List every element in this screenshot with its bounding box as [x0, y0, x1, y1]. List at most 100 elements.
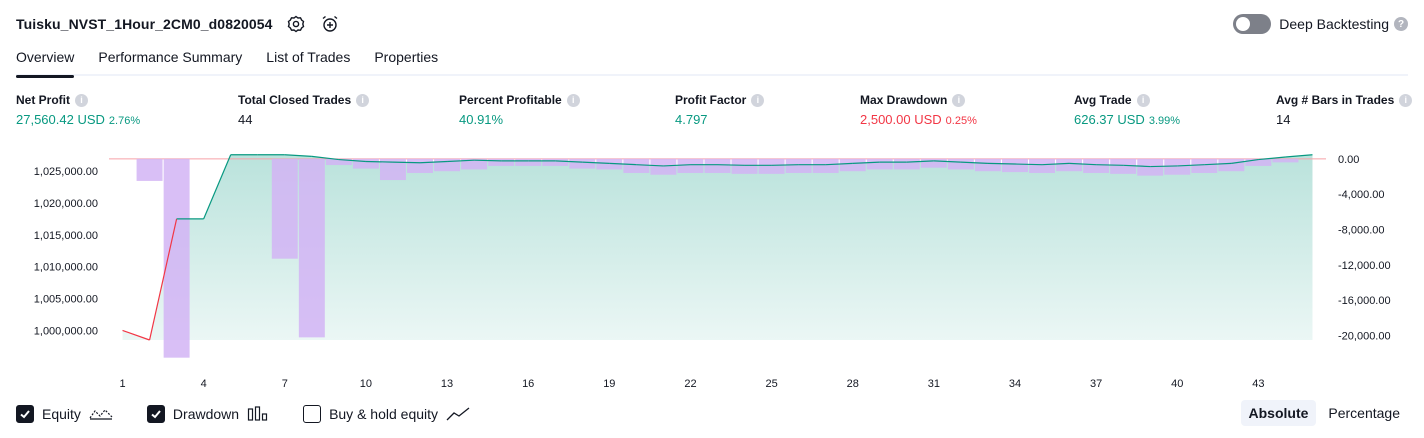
metrics-row: Net Profit i 27,560.42 USD 2.76% Total Clo… — [0, 93, 1424, 133]
drawdown-bar — [1056, 158, 1083, 172]
equity-line-segment — [1042, 162, 1070, 166]
equity-line-segment — [148, 218, 178, 341]
tab-list-of-trades[interactable]: List of Trades — [266, 49, 351, 65]
drawdown-checkbox[interactable] — [146, 405, 165, 423]
drawdown-bar — [515, 158, 542, 166]
percentage-button[interactable]: Percentage — [1328, 405, 1400, 421]
x-tick-label: 37 — [1090, 378, 1102, 390]
equity-line-segment — [1177, 164, 1205, 167]
drawdown-bar — [325, 158, 352, 166]
info-icon[interactable]: i — [1399, 93, 1413, 107]
equity-line-segment — [771, 164, 799, 166]
equity-line-segment — [1014, 163, 1043, 166]
x-tick-label: 10 — [360, 378, 372, 390]
metric-net-profit: Net Profit i 27,560.42 USD 2.76% — [16, 93, 140, 127]
drawdown-bar — [1245, 158, 1272, 166]
metric-value: 626.37 USD — [1074, 112, 1145, 127]
tab-overview[interactable]: Overview — [16, 44, 75, 78]
deep-backtesting-toggle[interactable] — [1233, 14, 1272, 34]
metric-value: 44 — [238, 112, 253, 127]
absolute-button[interactable]: Absolute — [1240, 400, 1317, 426]
drawdown-bar — [1272, 158, 1299, 163]
x-tick-label: 7 — [282, 378, 288, 390]
metric-percent: 3.99% — [1148, 115, 1181, 127]
equity-line-segment — [474, 159, 502, 162]
deep-backtesting-label: Deep Backtesting — [1279, 16, 1389, 32]
drawdown-bar — [893, 158, 920, 170]
deep-backtesting: Deep Backtesting ? — [1233, 12, 1408, 36]
metric-value: 40.91% — [459, 112, 504, 127]
legend-drawdown[interactable]: Drawdown — [146, 405, 269, 423]
equity-line-segment — [1150, 165, 1178, 168]
drawdown-bar — [352, 158, 379, 169]
equity-checkbox[interactable] — [16, 405, 34, 423]
drawdown-bar — [271, 158, 298, 259]
drawdown-bar — [569, 158, 596, 169]
metric-percent-profitable: Percent Profitable i 40.91% — [459, 93, 580, 127]
y-left-tick-label: 1,010,000.00 — [34, 262, 98, 274]
metric-label: Max Drawdown — [860, 93, 948, 107]
equity-line-segment — [1123, 164, 1151, 168]
equity-line — [122, 154, 1313, 341]
drawdown-bar — [1137, 158, 1164, 176]
metric-value: 14 — [1276, 112, 1291, 127]
drawdown-bar — [704, 158, 731, 173]
equity-line-segment — [284, 154, 312, 157]
equity-line-segment — [203, 154, 232, 220]
equity-drawdown-chart[interactable]: 1,025,000.00 1,020,000.00 1,015,000.00 1,01… — [0, 140, 1424, 395]
drawdown-bar — [136, 158, 163, 181]
drawdown-bar — [920, 158, 947, 168]
alarm-plus-icon[interactable] — [319, 13, 341, 35]
tab-properties[interactable]: Properties — [374, 49, 439, 65]
x-tick-label: 34 — [1009, 378, 1021, 390]
drawdown-bar — [1002, 158, 1028, 173]
equity-line-segment — [717, 164, 745, 166]
x-tick-label: 1 — [119, 378, 125, 390]
equity-line-icon — [89, 406, 113, 422]
info-icon[interactable]: i — [356, 93, 370, 107]
equity-line-segment — [311, 155, 339, 161]
report-tabs: Overview Performance Summary List of Tra… — [16, 44, 1408, 78]
equity-line-segment — [392, 161, 421, 164]
gear-icon[interactable] — [285, 13, 307, 35]
equity-line-segment — [636, 164, 664, 167]
drawdown-bar — [677, 158, 704, 173]
metric-label: Net Profit — [16, 93, 70, 107]
y-left-tick-label: 1,000,000.00 — [34, 325, 98, 337]
metric-label: Percent Profitable — [459, 93, 562, 107]
equity-line-segment — [1258, 156, 1286, 161]
drawdown-bar — [298, 158, 325, 338]
drawdown-bar — [1164, 158, 1191, 175]
drawdown-bar — [542, 158, 569, 166]
legend-buy-hold-equity[interactable]: Buy & hold equity — [303, 405, 470, 423]
info-icon[interactable]: i — [751, 93, 765, 107]
drawdown-bar — [1083, 158, 1110, 173]
drawdown-bar — [1218, 158, 1245, 172]
help-icon[interactable]: ? — [1394, 17, 1408, 31]
drawdown-bar — [596, 158, 623, 170]
y-axis-right: 0.00 -4,000.00 -8,000.00 -12,000.00 -16,000.… — [1338, 154, 1391, 343]
equity-line-segment — [906, 160, 934, 163]
drawdown-bar — [758, 158, 785, 174]
equity-line-segment — [1231, 158, 1259, 164]
x-tick-label: 25 — [765, 378, 777, 390]
info-icon[interactable]: i — [952, 93, 966, 107]
y-right-tick-label: -8,000.00 — [1338, 225, 1384, 237]
info-icon[interactable]: i — [75, 93, 88, 107]
y-axis-left: 1,025,000.00 1,020,000.00 1,015,000.00 1,01… — [34, 166, 98, 337]
metric-label: Avg Trade — [1074, 93, 1132, 107]
drawdown-bar — [623, 158, 650, 173]
x-tick-label: 4 — [201, 378, 207, 390]
x-tick-label: 28 — [847, 378, 859, 390]
legend-label: Buy & hold equity — [329, 406, 439, 422]
info-icon[interactable]: i — [1136, 93, 1150, 107]
legend-equity[interactable]: Equity — [16, 405, 113, 423]
equity-line-segment — [555, 160, 583, 163]
tab-performance-summary[interactable]: Performance Summary — [98, 49, 243, 65]
x-tick-label: 16 — [522, 378, 534, 390]
strategy-title: Tuisku_NVST_1Hour_2CM0_d0820054 — [16, 16, 273, 32]
x-tick-label: 31 — [928, 378, 940, 390]
buy-hold-checkbox[interactable] — [303, 405, 322, 423]
drawdown-bar — [866, 158, 893, 170]
info-icon[interactable]: i — [566, 93, 580, 107]
